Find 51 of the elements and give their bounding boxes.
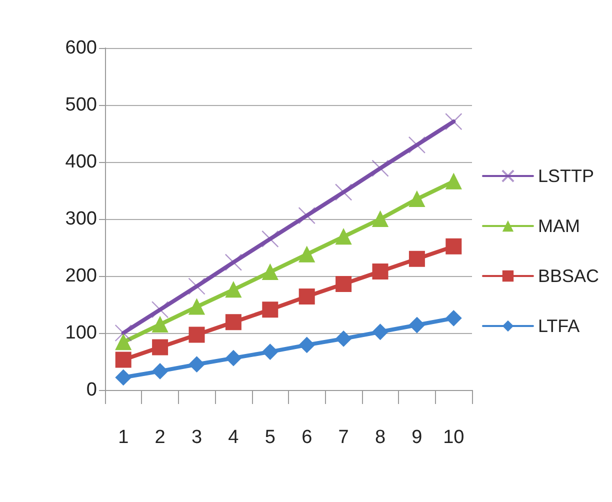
- y-tick-label: 600: [65, 38, 97, 58]
- point: [115, 369, 132, 386]
- point: [446, 173, 462, 190]
- point: [298, 336, 315, 353]
- point: [188, 298, 205, 315]
- y-tick-label: 400: [65, 152, 97, 172]
- x-tick-label: 1: [118, 427, 129, 448]
- y-tick-label: 0: [86, 380, 97, 400]
- point: [408, 191, 425, 208]
- point: [336, 330, 352, 347]
- point: [372, 324, 388, 340]
- point: [225, 282, 242, 298]
- y-tick-label: 500: [65, 94, 97, 116]
- point: [446, 238, 462, 254]
- x-tick-label: 7: [338, 427, 349, 448]
- point: [372, 211, 388, 227]
- x-tick-label: 10: [443, 427, 464, 448]
- x-tick-label: 2: [154, 427, 166, 448]
- point: [188, 326, 205, 343]
- legend-label: LSTTP: [538, 166, 594, 186]
- point: [262, 344, 278, 360]
- y-tick-label: 200: [65, 266, 97, 286]
- point: [152, 339, 168, 356]
- x-tick-label: 3: [191, 427, 202, 448]
- point: [446, 310, 462, 326]
- point: [225, 314, 242, 330]
- y-tick-label: 300: [65, 208, 97, 230]
- point: [152, 316, 168, 332]
- x-tick-label: 6: [302, 427, 312, 448]
- legend-label: MAM: [538, 216, 580, 236]
- legend-label: LTFA: [538, 316, 580, 336]
- point: [298, 246, 315, 262]
- point: [408, 250, 425, 267]
- point: [408, 317, 425, 334]
- point: [115, 334, 132, 350]
- point: [262, 264, 278, 280]
- y-tick-label: 100: [65, 322, 97, 344]
- point: [336, 276, 352, 292]
- point: [372, 263, 388, 280]
- point: [188, 356, 205, 372]
- legend-label: BBSAC: [538, 266, 600, 286]
- point: [262, 302, 278, 318]
- point: [225, 350, 242, 366]
- point: [298, 288, 315, 305]
- point: [336, 228, 352, 245]
- x-tick-label: 4: [228, 427, 240, 448]
- point: [152, 363, 168, 380]
- x-tick-label: 5: [264, 427, 276, 448]
- point: [115, 352, 132, 368]
- x-tick-label: 8: [374, 427, 386, 448]
- x-tick-label: 9: [412, 427, 422, 448]
